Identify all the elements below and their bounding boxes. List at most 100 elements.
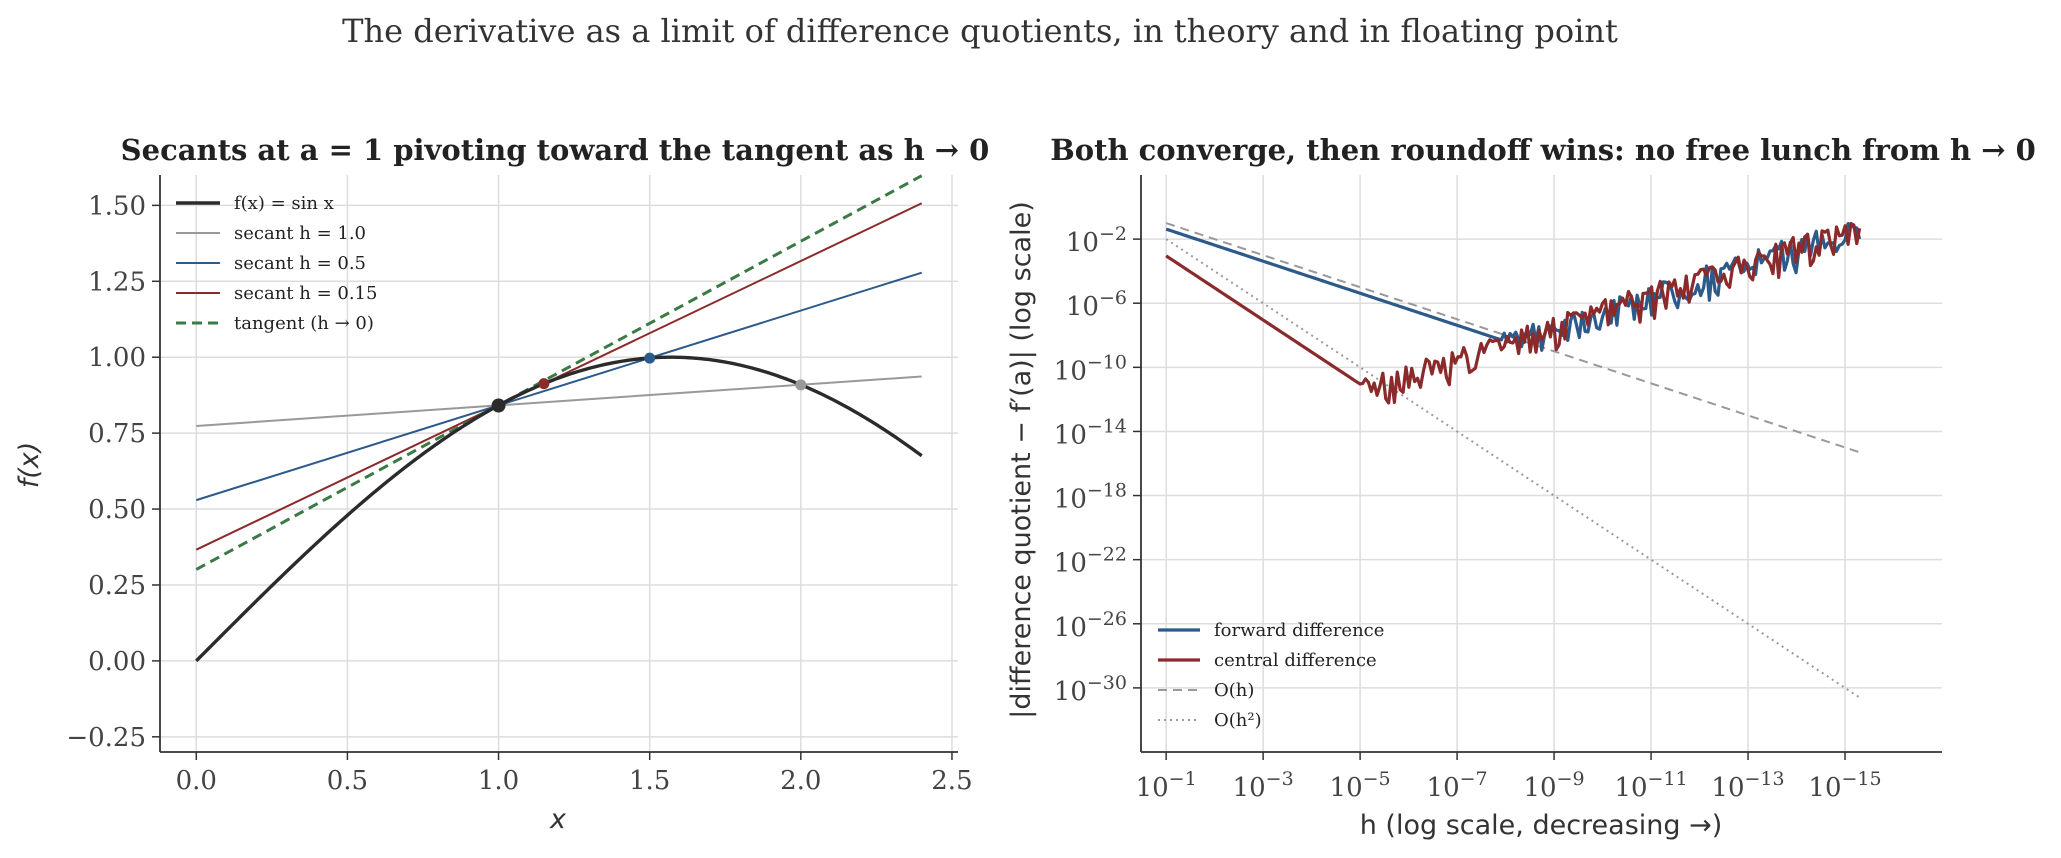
error-x-tick-label-exponent: −1 (1169, 768, 1197, 790)
error-x-tick-label-base: 10 (1524, 773, 1557, 803)
secant-y-tick-label: 1.50 (88, 191, 146, 221)
error-panel-x-axis-label: h (log scale, decreasing →) (1360, 810, 1723, 841)
error-x-tick-label-exponent: −9 (1557, 768, 1585, 790)
secant-h-0-5-line (195, 271, 923, 502)
secant-point-marker (491, 398, 506, 413)
error-x-tick-label: 10−11 (1614, 768, 1687, 803)
error-x-tick-label: 10−9 (1524, 768, 1585, 803)
error-x-tick-label-base: 10 (1711, 773, 1744, 803)
error-x-tick-label-exponent: −13 (1745, 768, 1785, 790)
error-x-tick-label-exponent: −15 (1842, 768, 1882, 790)
secant-y-tick-label: −0.25 (66, 723, 146, 753)
error-y-tick-label: 10−10 (1054, 351, 1127, 386)
error-y-tick-label: 10−2 (1066, 223, 1127, 258)
error-y-tick-label-base: 10 (1054, 549, 1087, 579)
error-y-tick-label-exponent: −22 (1087, 544, 1127, 566)
legend-label-o-h: O(h²) (1214, 710, 1262, 731)
secant-y-tick-label: 0.50 (88, 495, 146, 525)
error-y-tick-label: 10−14 (1054, 415, 1127, 450)
error-panel-axes (1133, 175, 1942, 760)
secant-panel-legend: f(x) = sin x secant h = 1.0 secant h = 0.5… (176, 193, 377, 334)
secant-point-marker (795, 379, 807, 391)
error-y-tick-label-exponent: −2 (1099, 223, 1127, 245)
error-y-tick-label: 10−22 (1054, 544, 1127, 579)
error-panel-title: Both converge, then roundoff wins: no fr… (1050, 133, 2036, 167)
central-difference-curve (1165, 221, 1862, 405)
secant-x-tick-label: 1.0 (478, 766, 519, 796)
error-x-tick-label-base: 10 (1233, 773, 1266, 803)
secant-panel-grid (160, 175, 958, 752)
error-y-tick-label-base: 10 (1066, 228, 1099, 258)
error-y-tick-label-base: 10 (1054, 356, 1087, 386)
secant-x-tick-label: 2.5 (931, 766, 972, 796)
secant-panel: Secants at a = 1 pivoting toward the tan… (14, 133, 989, 835)
error-panel-legend: forward difference central difference O(h)… (1158, 620, 1384, 731)
error-y-tick-label-base: 10 (1054, 485, 1087, 515)
o-h-reference-line (1165, 238, 1861, 699)
legend-label-secant-h-0-15: secant h = 0.15 (234, 283, 377, 304)
error-y-tick-label: 10−18 (1054, 480, 1127, 515)
error-y-tick-label-exponent: −18 (1087, 480, 1127, 502)
error-panel-tick-labels: 10−1 10−3 10−5 10−7 10−9 10−11 10−13 10−1510−21… (1054, 223, 1882, 803)
tangent-h-0-line (195, 174, 923, 571)
error-panel-y-axis-label: |difference quotient − f′(a)| (log scale… (1006, 201, 1037, 718)
error-x-tick-label: 10−13 (1711, 768, 1784, 803)
secant-point-marker (538, 378, 550, 390)
secant-panel-axes (152, 175, 958, 760)
secant-h-1-0-line (196, 375, 922, 427)
error-x-tick-label: 10−3 (1233, 768, 1294, 803)
error-x-tick-label-base: 10 (1136, 773, 1169, 803)
error-x-tick-label-exponent: −3 (1266, 768, 1294, 790)
secant-x-tick-label: 0.5 (327, 766, 368, 796)
error-x-tick-label: 10−5 (1330, 768, 1391, 803)
error-x-tick-label: 10−15 (1808, 768, 1881, 803)
secant-x-tick-label: 1.5 (629, 766, 670, 796)
secant-y-tick-label: 0.25 (88, 571, 146, 601)
legend-label-secant-h-1-0: secant h = 1.0 (234, 223, 366, 244)
secant-panel-title: Secants at a = 1 pivoting toward the tan… (121, 133, 990, 167)
error-y-tick-label-exponent: −26 (1087, 608, 1127, 630)
error-x-tick-label-exponent: −5 (1363, 768, 1391, 790)
secant-x-tick-label: 0.0 (176, 766, 217, 796)
error-x-tick-label-exponent: −11 (1648, 768, 1688, 790)
legend-label-central-difference: central difference (1214, 650, 1377, 671)
error-y-tick-label: 10−26 (1054, 608, 1127, 643)
figure-title: The derivative as a limit of difference … (342, 12, 1618, 50)
error-x-tick-label-base: 10 (1427, 773, 1460, 803)
legend-label-o-h: O(h) (1214, 680, 1254, 701)
secant-panel-y-axis-label: f(x) (14, 442, 45, 489)
error-y-tick-label: 10−6 (1066, 287, 1127, 322)
secant-x-tick-label: 2.0 (780, 766, 821, 796)
secant-point-marker (644, 352, 656, 364)
legend-label-tangent-h-0: tangent (h → 0) (234, 313, 374, 334)
error-x-tick-label-base: 10 (1808, 773, 1841, 803)
forward-difference-curve (1165, 222, 1862, 352)
secant-panel-x-axis-label: x (549, 804, 567, 835)
error-y-tick-label-exponent: −6 (1099, 287, 1127, 309)
error-panel-plot-area (1165, 221, 1862, 699)
legend-label-f-x-sin-x: f(x) = sin x (234, 193, 334, 214)
error-x-tick-label: 10−1 (1136, 768, 1197, 803)
error-panel-grid (1141, 175, 1942, 752)
error-y-tick-label-base: 10 (1054, 677, 1087, 707)
legend-label-secant-h-0-5: secant h = 0.5 (234, 253, 366, 274)
error-y-tick-label-exponent: −10 (1087, 351, 1127, 373)
error-x-tick-label-base: 10 (1330, 773, 1363, 803)
legend-label-forward-difference: forward difference (1214, 620, 1384, 641)
error-y-tick-label-exponent: −14 (1087, 415, 1127, 437)
error-x-tick-label-exponent: −7 (1460, 768, 1488, 790)
secant-panel-tick-labels: 0.0 0.5 1.0 1.5 2.0 2.5 −0.25 0.00 0.25 0.50 0.75 1… (66, 191, 972, 796)
error-x-tick-label: 10−7 (1427, 768, 1488, 803)
error-y-tick-label-base: 10 (1066, 292, 1099, 322)
error-y-tick-label-exponent: −30 (1087, 672, 1127, 694)
secant-y-tick-label: 1.25 (88, 267, 146, 297)
secant-y-tick-label: 0.75 (88, 419, 146, 449)
error-y-tick-label-base: 10 (1054, 420, 1087, 450)
error-y-tick-label: 10−30 (1054, 672, 1127, 707)
secant-panel-plot-area (195, 174, 923, 663)
secant-y-tick-label: 1.00 (88, 343, 146, 373)
error-panel: Both converge, then roundoff wins: no fr… (1006, 133, 2036, 841)
error-y-tick-label-base: 10 (1054, 613, 1087, 643)
error-x-tick-label-base: 10 (1614, 773, 1647, 803)
